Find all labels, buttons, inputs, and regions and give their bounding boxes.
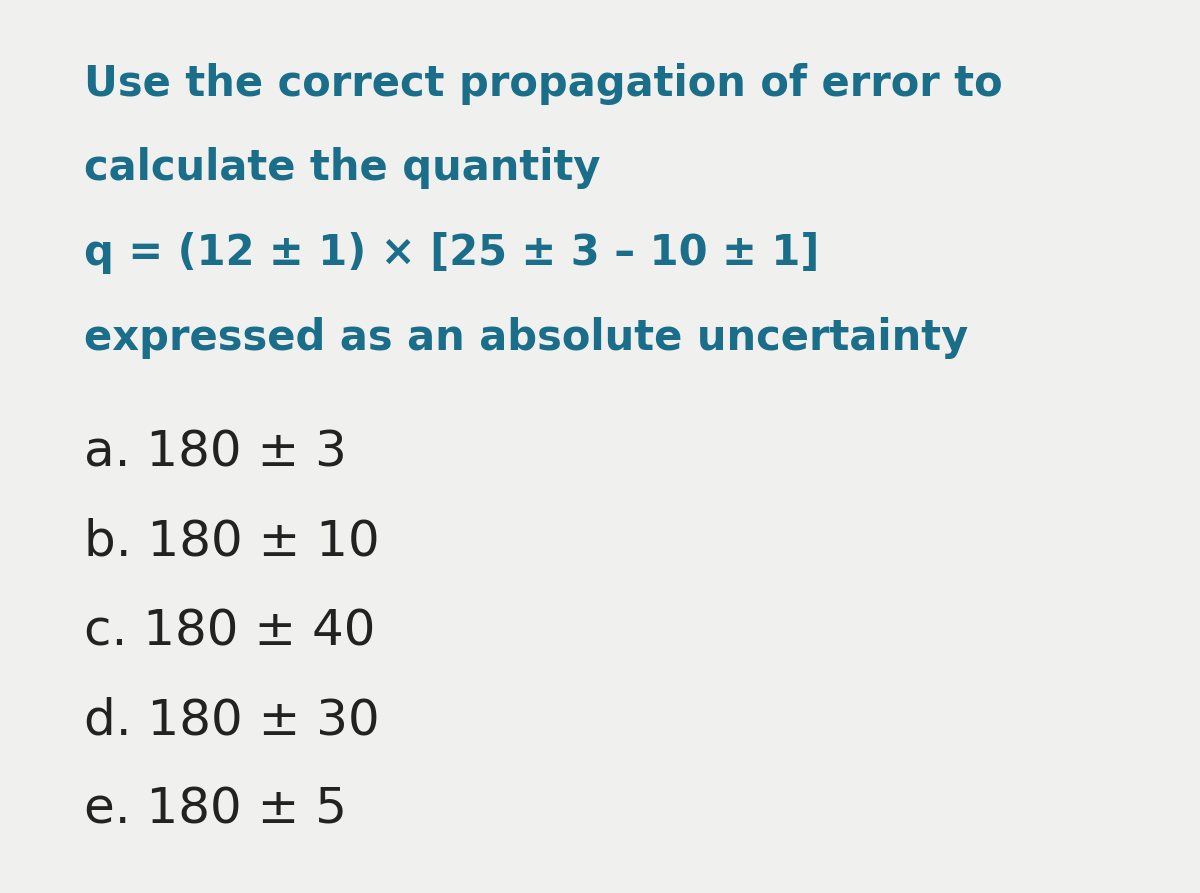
Text: expressed as an absolute uncertainty: expressed as an absolute uncertainty: [84, 317, 968, 359]
Text: e. 180 ± 5: e. 180 ± 5: [84, 786, 347, 834]
Text: Use the correct propagation of error to: Use the correct propagation of error to: [84, 63, 1003, 104]
Text: q = (12 ± 1) × [25 ± 3 – 10 ± 1]: q = (12 ± 1) × [25 ± 3 – 10 ± 1]: [84, 232, 820, 274]
Text: d. 180 ± 30: d. 180 ± 30: [84, 697, 379, 745]
Text: b. 180 ± 10: b. 180 ± 10: [84, 518, 379, 566]
Text: calculate the quantity: calculate the quantity: [84, 147, 600, 189]
Text: c. 180 ± 40: c. 180 ± 40: [84, 607, 376, 655]
Text: a. 180 ± 3: a. 180 ± 3: [84, 429, 347, 477]
